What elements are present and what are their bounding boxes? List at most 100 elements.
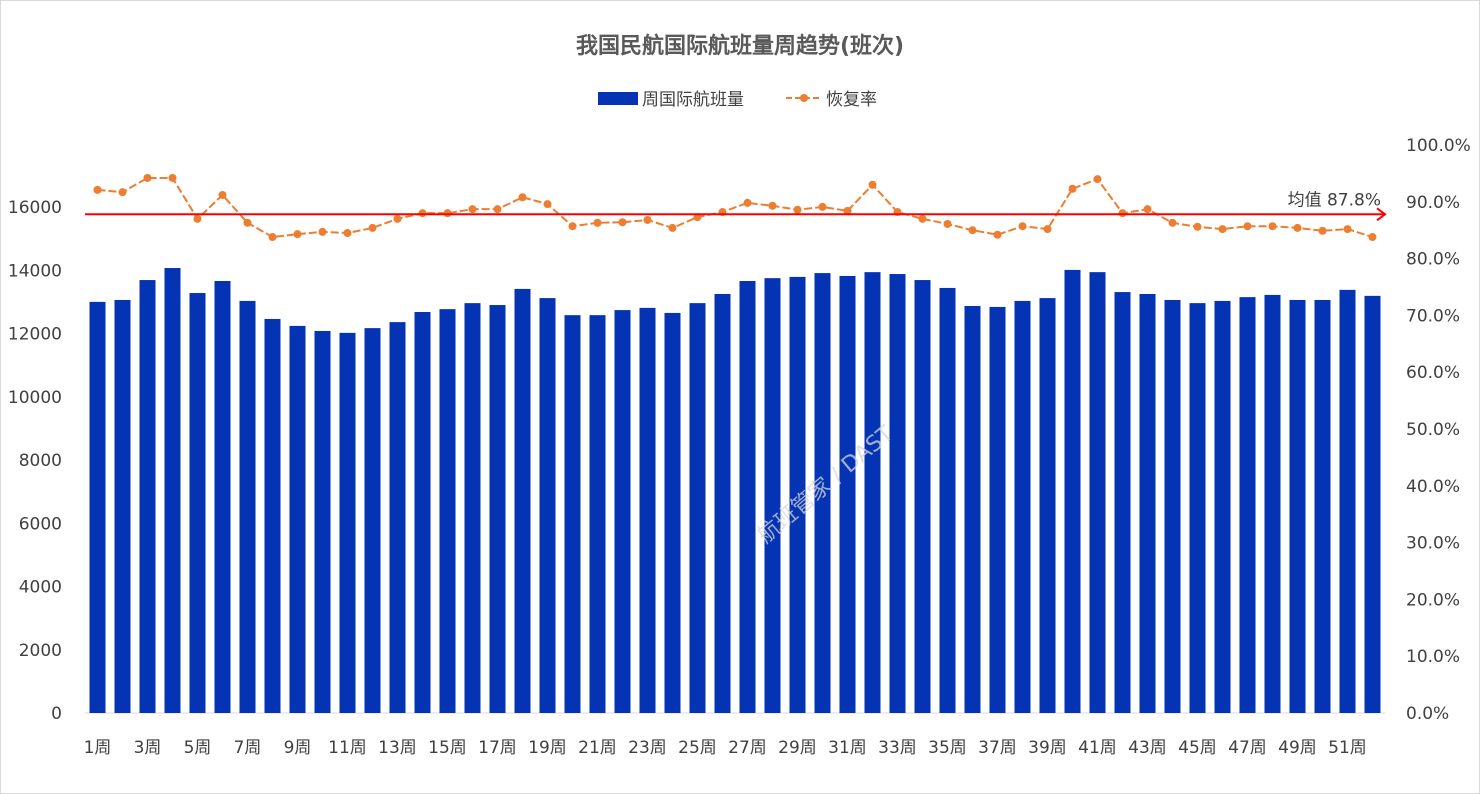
line-point	[243, 218, 252, 227]
right-tick-label: 0.0%	[1406, 704, 1449, 724]
x-tick-label: 47周	[1228, 738, 1267, 758]
bar	[114, 299, 131, 713]
bar	[289, 325, 306, 713]
line-point	[1168, 218, 1177, 227]
bar	[164, 268, 181, 713]
bar	[339, 332, 356, 713]
right-axis: 0.0% 10.0% 20.0% 30.0% 40.0% 50.0% 60.0% 70.0% 8…	[1406, 136, 1471, 724]
x-tick-label: 9周	[284, 738, 312, 758]
right-tick-label: 40.0%	[1406, 477, 1460, 497]
right-tick-label: 100.0%	[1406, 136, 1471, 156]
x-tick-label: 31周	[828, 738, 867, 758]
line-point	[943, 219, 952, 228]
bar	[464, 303, 481, 713]
line-point	[668, 223, 677, 232]
bar	[1214, 300, 1231, 713]
x-tick-label: 27周	[728, 738, 767, 758]
line-point	[593, 218, 602, 227]
bar	[814, 273, 831, 713]
chart-title: 我国民航国际航班量周趋势(班次)	[576, 33, 904, 59]
bar	[1264, 294, 1281, 713]
line-point	[1218, 225, 1227, 234]
line-point	[1343, 225, 1352, 234]
bar	[989, 306, 1006, 713]
line-point	[1118, 209, 1127, 218]
line-point	[293, 230, 302, 239]
line-point	[918, 214, 927, 223]
line-point	[393, 214, 402, 223]
bar	[539, 298, 556, 713]
right-tick-label: 50.0%	[1406, 420, 1460, 440]
line-point	[1193, 222, 1202, 231]
left-tick-label: 14000	[8, 261, 62, 281]
x-tick-label: 41周	[1078, 738, 1117, 758]
left-tick-label: 2000	[19, 641, 62, 661]
bar	[214, 281, 231, 713]
left-tick-label: 10000	[8, 388, 62, 408]
line-point	[93, 185, 102, 194]
bar	[589, 315, 606, 713]
x-tick-label: 5周	[184, 738, 212, 758]
bar	[1289, 299, 1306, 713]
line-point	[193, 214, 202, 223]
line-point	[1243, 222, 1252, 231]
recovery-rate-line	[97, 176, 1373, 239]
line-point	[1293, 223, 1302, 232]
x-tick-label: 23周	[628, 738, 667, 758]
x-tick-label: 3周	[134, 738, 162, 758]
bar	[639, 307, 656, 713]
left-tick-label: 4000	[19, 578, 62, 598]
left-tick-label: 8000	[19, 451, 62, 471]
x-tick-label: 1周	[84, 738, 112, 758]
bar	[764, 278, 781, 713]
left-tick-label: 16000	[8, 198, 62, 218]
line-point	[568, 222, 577, 231]
legend-bar-label: 周国际航班量	[642, 90, 744, 110]
right-tick-label: 90.0%	[1406, 193, 1460, 213]
line-point	[518, 193, 527, 202]
right-tick-label: 20.0%	[1406, 590, 1460, 610]
line-series	[93, 173, 1377, 242]
line-point	[493, 205, 502, 214]
left-tick-label: 6000	[19, 514, 62, 534]
bar	[514, 288, 531, 713]
x-tick-label: 15周	[428, 738, 467, 758]
bar	[314, 330, 331, 713]
line-point	[1143, 205, 1152, 214]
bar	[1189, 303, 1206, 713]
line-point	[343, 229, 352, 238]
bar	[1089, 272, 1106, 713]
bar	[714, 293, 731, 713]
bar	[964, 305, 981, 713]
line-point	[1068, 184, 1077, 193]
legend-bar-swatch	[598, 92, 638, 105]
x-tick-label: 45周	[1178, 738, 1217, 758]
bar	[1164, 299, 1181, 713]
bar	[864, 272, 881, 713]
bar	[264, 318, 281, 713]
x-tick-label: 13周	[378, 738, 417, 758]
line-point	[268, 233, 277, 242]
legend-line-label: 恢复率	[826, 90, 877, 110]
right-tick-label: 10.0%	[1406, 647, 1460, 667]
line-point	[143, 173, 152, 182]
bar	[189, 293, 206, 713]
bar	[439, 309, 456, 713]
bar	[789, 276, 806, 713]
arrow-icon	[1376, 207, 1387, 222]
line-point	[218, 190, 227, 199]
bar	[889, 274, 906, 713]
x-tick-label: 11周	[328, 738, 367, 758]
bar	[1139, 293, 1156, 713]
bar	[89, 301, 106, 713]
x-tick-label: 35周	[928, 738, 967, 758]
line-point	[468, 205, 477, 214]
line-point	[443, 209, 452, 218]
x-tick-label: 25周	[678, 738, 717, 758]
line-point	[1093, 175, 1102, 184]
x-axis: 1周 3周 5周 7周 9周 11周 13周 15周 17周 19周 21周 23周 25周 27周 29周…	[84, 738, 1367, 758]
line-point	[793, 205, 802, 214]
x-tick-label: 51周	[1328, 738, 1367, 758]
bar	[939, 287, 956, 713]
